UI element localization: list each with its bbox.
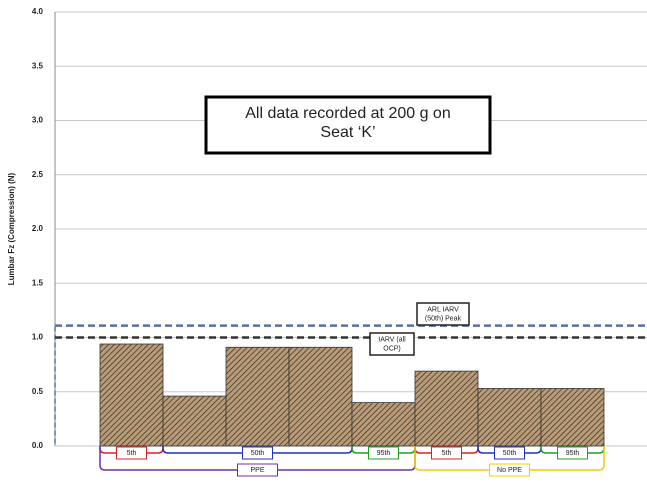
subgroup-label-box — [116, 446, 147, 460]
subgroup-label: 95th — [377, 450, 391, 457]
reference-label: IARV (all — [378, 336, 406, 343]
bar — [225, 346, 290, 447]
y-tick-label: 1.0 — [32, 333, 44, 342]
bar — [99, 343, 164, 447]
reference-label-box — [416, 302, 470, 326]
subgroup-label-box — [431, 446, 462, 460]
subgroup-label-box — [557, 446, 588, 460]
subgroup-label: 50th — [503, 450, 517, 457]
reference-label: OCP) — [383, 345, 401, 352]
subgroup-label: 5th — [442, 450, 452, 457]
group-label: PPE — [250, 467, 264, 474]
annotation: All data recorded at 200 g on — [245, 105, 450, 122]
subgroup-label: 50th — [251, 450, 265, 457]
y-tick-label: 3.0 — [32, 116, 44, 125]
group-label: No PPE — [497, 467, 522, 474]
group-label-box — [489, 463, 530, 477]
subgroup-label-box — [368, 446, 399, 460]
y-tick-label: 0.0 — [32, 441, 44, 450]
y-tick-label: 3.5 — [32, 61, 44, 70]
subgroup-label-box — [494, 446, 525, 460]
bar — [162, 395, 227, 447]
reference-label-box — [369, 332, 415, 356]
y-tick-label: 1.5 — [32, 278, 44, 287]
annotation-box — [204, 95, 492, 155]
y-tick-label: 2.0 — [32, 224, 44, 233]
reference-label: ARL IARV — [427, 306, 459, 313]
annotation: Seat ‘K’ — [320, 124, 375, 141]
bar — [477, 388, 542, 447]
subgroup-label: 95th — [566, 450, 580, 457]
reference-label: (50th) Peak — [425, 315, 462, 322]
subgroup-label: 5th — [127, 450, 137, 457]
y-tick-label: 0.5 — [32, 387, 44, 396]
y-tick-label: 2.5 — [32, 170, 44, 179]
subgroup-label-box — [242, 446, 273, 460]
y-tick-label: 4.0 — [32, 7, 44, 16]
bar — [540, 388, 605, 447]
y-axis-title: Lumbar Fz (Compression) (N) — [7, 172, 16, 285]
bar — [414, 370, 479, 447]
bar — [288, 346, 353, 447]
bar — [351, 402, 416, 447]
group-label-box — [237, 463, 278, 477]
